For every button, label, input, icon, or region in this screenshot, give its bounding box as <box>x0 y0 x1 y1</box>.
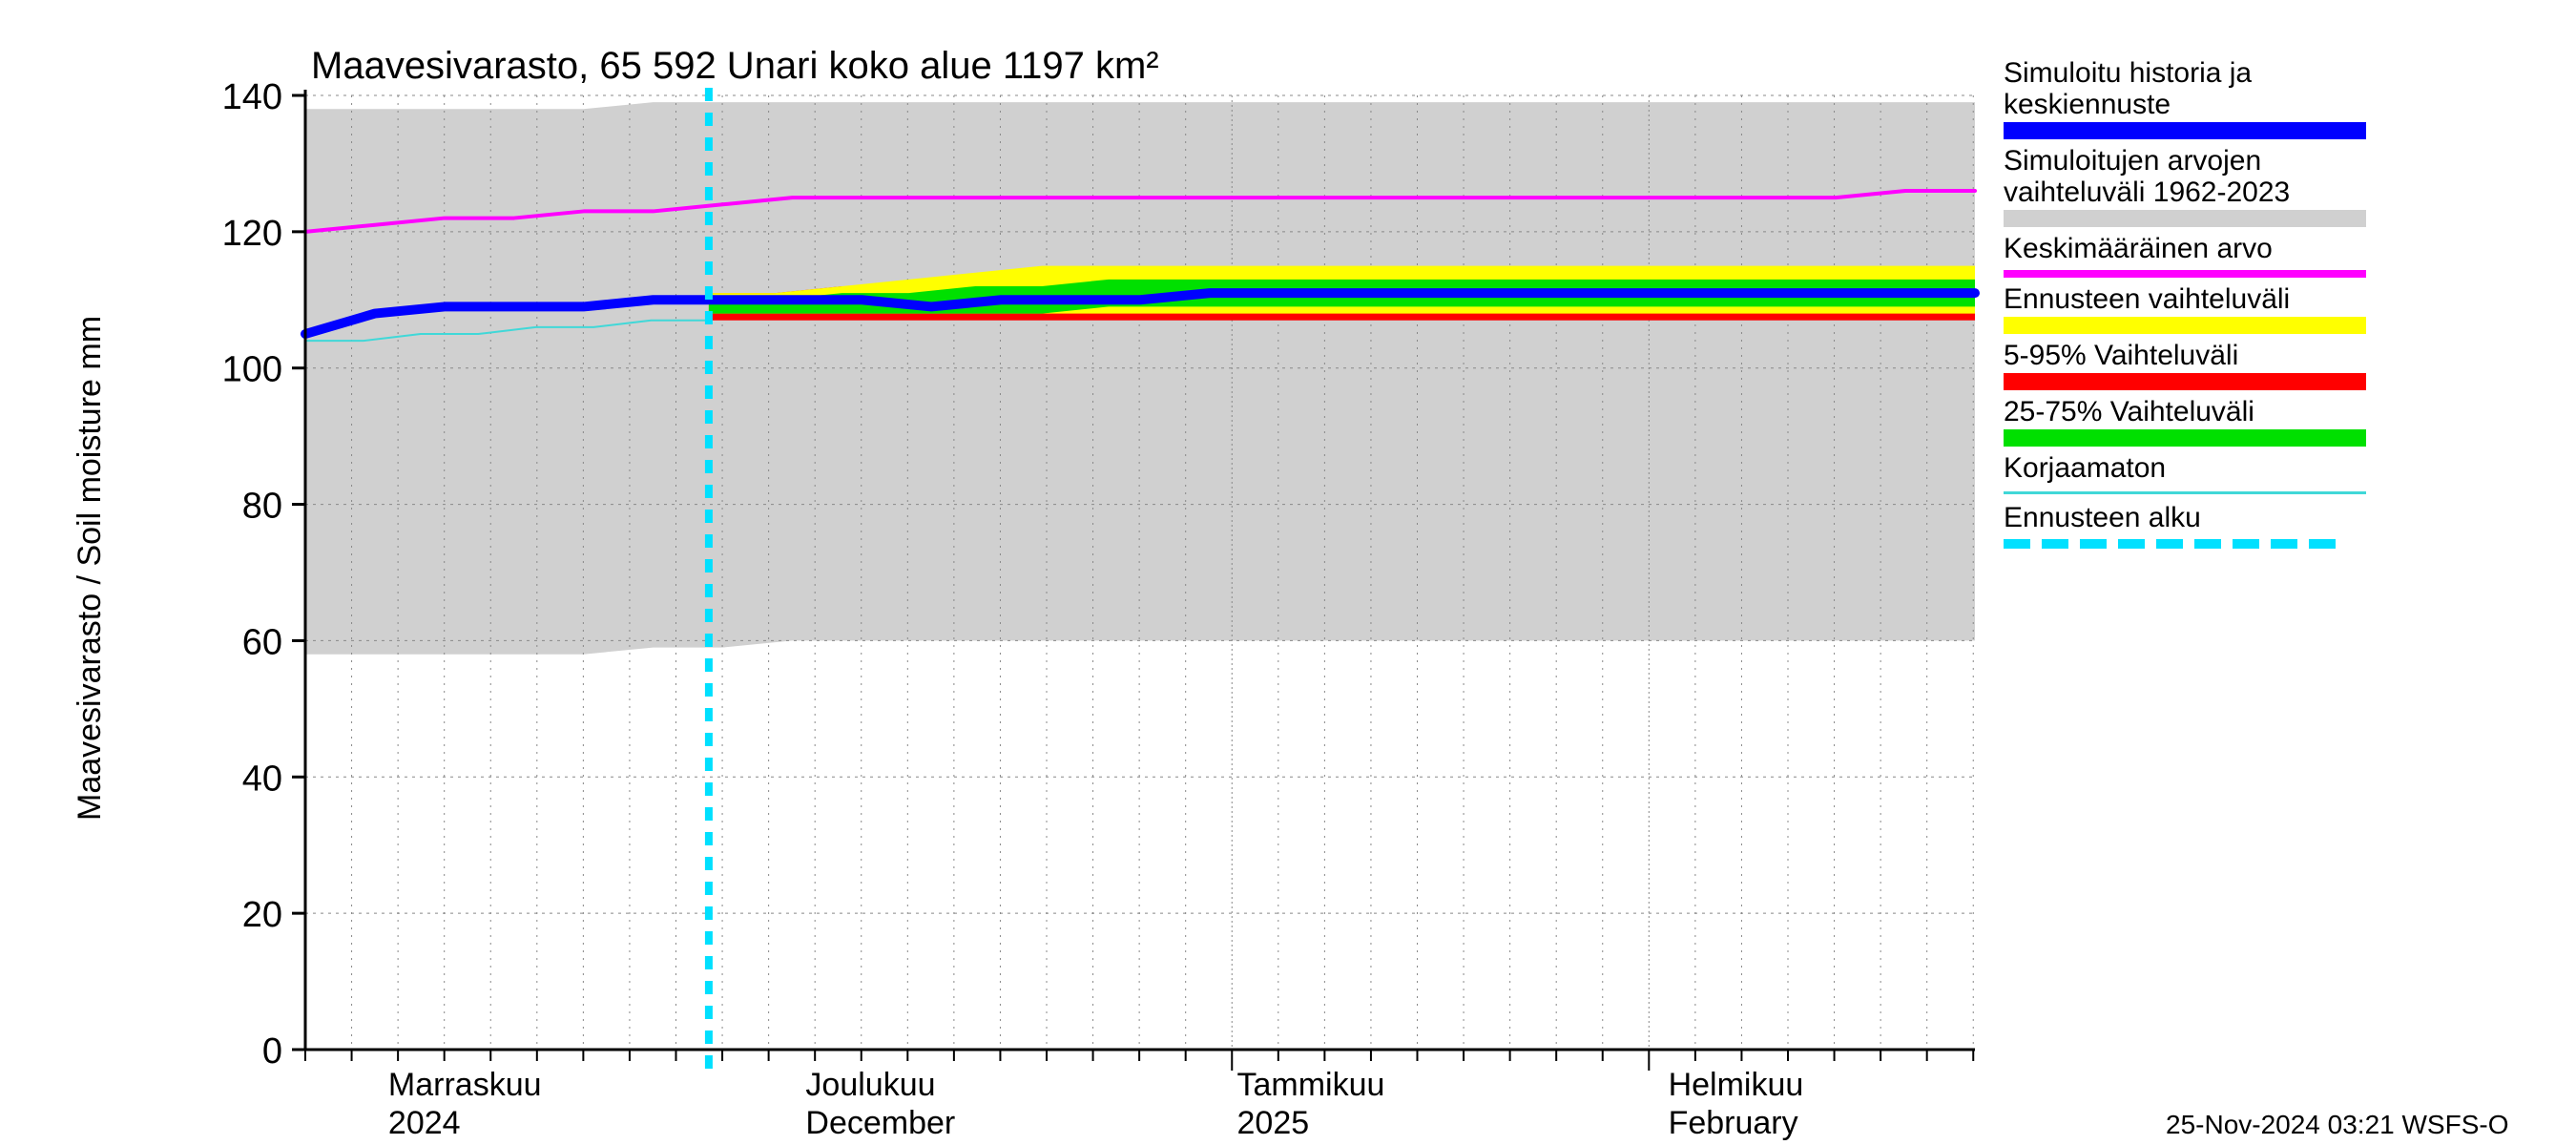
ytick-label: 120 <box>222 214 282 254</box>
ytick-label: 0 <box>262 1031 282 1072</box>
xtick-sublabel: 2024 <box>388 1105 461 1141</box>
ytick-label: 60 <box>242 622 282 662</box>
xtick-label: Helmikuu <box>1669 1067 1804 1103</box>
legend-label: Simuloitu historia ja <box>2004 57 2366 89</box>
y-axis-label: Maavesivarasto / Soil moisture mm <box>72 316 108 821</box>
legend-label: Keskimääräinen arvo <box>2004 233 2366 264</box>
legend-item: Keskimääräinen arvo <box>2004 233 2366 278</box>
legend-swatch <box>2004 539 2366 549</box>
legend-label: Ennusteen vaihteluväli <box>2004 283 2366 315</box>
legend-swatch <box>2004 429 2366 447</box>
legend-item: Simuloitujen arvojenvaihteluväli 1962-20… <box>2004 145 2366 227</box>
xtick-sublabel: 2025 <box>1237 1105 1310 1141</box>
ytick-label: 20 <box>242 895 282 935</box>
legend-swatch <box>2004 491 2366 494</box>
legend-swatch <box>2004 122 2366 139</box>
legend-item: 5-95% Vaihteluväli <box>2004 340 2366 390</box>
legend-item: Korjaamaton <box>2004 452 2366 494</box>
xtick-label: Joulukuu <box>805 1067 935 1103</box>
legend-item: Simuloitu historia jakeskiennuste <box>2004 57 2366 139</box>
xtick-label: Tammikuu <box>1237 1067 1385 1103</box>
legend-label: Ennusteen alku <box>2004 502 2366 533</box>
legend-swatch <box>2004 373 2366 390</box>
xtick-sublabel: February <box>1669 1105 1798 1141</box>
ytick-label: 40 <box>242 759 282 799</box>
xtick-sublabel: December <box>805 1105 955 1141</box>
xtick-label: Marraskuu <box>388 1067 542 1103</box>
range-band <box>305 102 1975 655</box>
ytick-label: 80 <box>242 487 282 527</box>
ytick-label: 140 <box>222 77 282 117</box>
legend-label: keskiennuste <box>2004 89 2366 120</box>
legend-label: 5-95% Vaihteluväli <box>2004 340 2366 371</box>
legend-swatch <box>2004 210 2366 227</box>
chart-title: Maavesivarasto, 65 592 Unari koko alue 1… <box>311 45 1159 87</box>
legend-item: Ennusteen vaihteluväli <box>2004 283 2366 334</box>
legend-swatch <box>2004 270 2366 278</box>
legend-swatch <box>2004 317 2366 334</box>
legend-item: 25-75% Vaihteluväli <box>2004 396 2366 447</box>
legend: Simuloitu historia jakeskiennusteSimuloi… <box>2004 57 2366 554</box>
legend-label: vaihteluväli 1962-2023 <box>2004 177 2366 208</box>
legend-label: Simuloitujen arvojen <box>2004 145 2366 177</box>
legend-label: Korjaamaton <box>2004 452 2366 484</box>
legend-label: 25-75% Vaihteluväli <box>2004 396 2366 427</box>
footer-timestamp: 25-Nov-2024 03:21 WSFS-O <box>2166 1110 2509 1139</box>
ytick-label: 100 <box>222 350 282 390</box>
legend-item: Ennusteen alku <box>2004 502 2366 549</box>
